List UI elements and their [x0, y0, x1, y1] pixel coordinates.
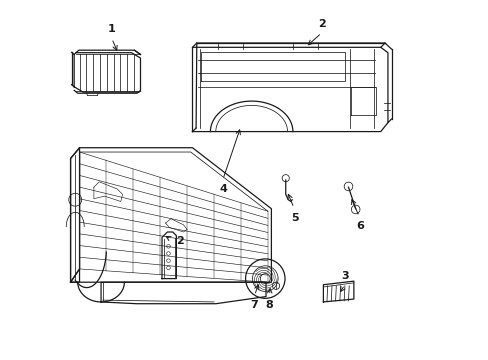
Text: 7: 7 [250, 300, 258, 310]
Text: 4: 4 [219, 184, 226, 194]
Text: 2: 2 [317, 19, 325, 30]
Text: 5: 5 [290, 213, 298, 223]
Text: 6: 6 [355, 221, 363, 231]
Text: 1: 1 [108, 24, 116, 34]
Text: 2: 2 [176, 236, 184, 246]
Text: 3: 3 [341, 271, 348, 281]
Text: 8: 8 [265, 300, 273, 310]
